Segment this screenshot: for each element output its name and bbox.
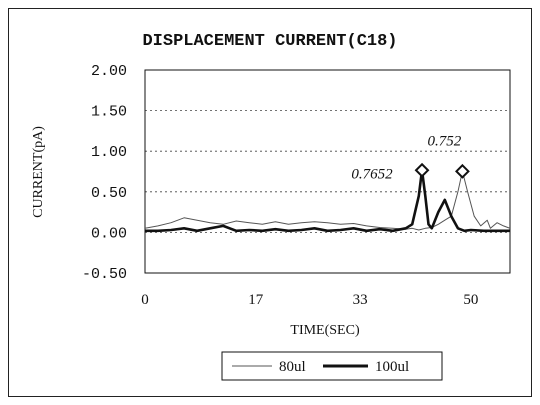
y-tick-label: -0.50 <box>82 266 127 283</box>
chart-title: DISPLACEMENT CURRENT(C18) <box>142 32 397 51</box>
legend-label-80ul: 80ul <box>279 359 306 375</box>
annotation-layer: 0.7652 0.752 <box>351 133 470 182</box>
peak-label: 0.752 <box>428 133 462 149</box>
y-axis-label: CURRENT(pA) <box>31 126 46 218</box>
legend: 80ul 100ul <box>221 351 443 381</box>
peak-marker <box>455 163 470 179</box>
series-line-100ul <box>145 169 510 233</box>
x-axis-label: TIME(SEC) <box>290 323 360 338</box>
x-tick-label: 0 <box>141 292 149 308</box>
y-tick-labels: 2.00 1.50 1.00 0.50 0.00 -0.50 <box>82 63 127 283</box>
legend-label-100ul: 100ul <box>375 359 409 375</box>
series-line-80ul <box>144 170 511 231</box>
x-tick-label: 17 <box>248 292 264 308</box>
y-tick-label: 1.50 <box>91 104 127 121</box>
plot-area <box>144 69 511 274</box>
grid-lines <box>145 110 510 233</box>
y-tick-label: 1.00 <box>91 144 127 161</box>
x-tick-labels: 0 17 33 50 <box>141 292 478 308</box>
y-tick-label: 2.00 <box>91 63 127 80</box>
peak-label: 0.7652 <box>351 166 393 182</box>
x-tick-label: 50 <box>463 292 478 308</box>
y-tick-label: 0.00 <box>91 225 127 242</box>
series-layer <box>144 169 511 233</box>
y-tick-label: 0.50 <box>91 185 127 202</box>
x-tick-label: 33 <box>353 292 368 308</box>
peak-marker <box>414 162 430 178</box>
